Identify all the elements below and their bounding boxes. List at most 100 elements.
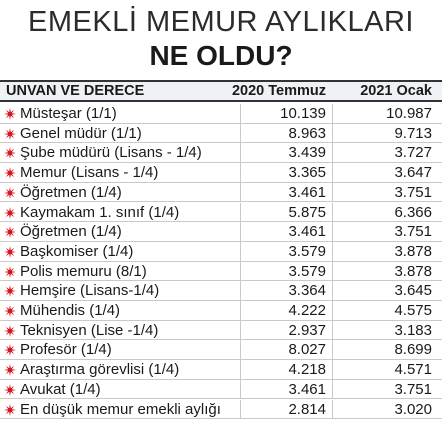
bullet-icon bbox=[4, 324, 16, 337]
salary-cell: 3.461 bbox=[288, 183, 326, 201]
bullet-icon bbox=[4, 265, 16, 278]
title-cell: Şube müdürü (Lisans - 1/4) bbox=[20, 144, 202, 162]
salary-cell: 10.987 bbox=[386, 105, 432, 122]
column-divider bbox=[240, 379, 241, 399]
title-cell: Avukat (1/4) bbox=[20, 380, 101, 398]
column-divider bbox=[240, 241, 241, 261]
title-cell: Mühendis (1/4) bbox=[20, 302, 121, 319]
table-row: Öğretmen (1/4) 3.461 3.751 bbox=[0, 222, 442, 242]
column-divider bbox=[240, 340, 241, 360]
bullet-icon bbox=[4, 245, 16, 258]
salary-cell: 2.814 bbox=[288, 400, 326, 418]
column-divider bbox=[332, 379, 333, 399]
column-divider bbox=[332, 340, 333, 360]
title: EMEKLİ MEMUR AYLIKLARI bbox=[28, 6, 414, 38]
table-row: Şube müdürü (Lisans - 1/4) 3.439 3.727 bbox=[0, 143, 442, 164]
title-cell: Memur (Lisans - 1/4) bbox=[20, 164, 159, 182]
salary-cell: 3.878 bbox=[394, 262, 432, 280]
salary-cell: 3.365 bbox=[288, 164, 326, 182]
column-divider bbox=[240, 281, 241, 300]
column-divider bbox=[332, 222, 333, 241]
title-cell: Hemşire (Lisans-1/4) bbox=[20, 282, 160, 300]
column-divider bbox=[332, 320, 333, 340]
column-divider bbox=[240, 182, 241, 202]
table-row: Mühendis (1/4) 4.222 4.575 bbox=[0, 301, 442, 321]
salary-cell: 2.937 bbox=[288, 321, 326, 339]
bullet-icon bbox=[4, 108, 16, 120]
title-cell: Başkomiser (1/4) bbox=[20, 242, 134, 260]
bullet-icon bbox=[4, 383, 16, 396]
column-divider bbox=[332, 241, 333, 261]
column-divider bbox=[332, 143, 333, 163]
bullet-icon bbox=[4, 305, 16, 317]
salary-cell: 8.963 bbox=[288, 124, 326, 142]
header-row: UNVAN VE DERECE 2020 Temmuz 2021 Ocak bbox=[0, 80, 442, 102]
salary-cell: 3.183 bbox=[394, 321, 432, 339]
column-divider bbox=[240, 143, 241, 163]
salary-cell: 8.699 bbox=[394, 341, 432, 359]
salary-cell: 3.439 bbox=[288, 144, 326, 162]
column-divider bbox=[240, 123, 241, 143]
table-row: Başkomiser (1/4) 3.579 3.878 bbox=[0, 241, 442, 262]
salary-cell: 3.878 bbox=[394, 242, 432, 260]
column-divider bbox=[240, 301, 241, 320]
title-cell: En düşük memur emekli aylığı bbox=[20, 400, 221, 418]
salary-cell: 3.364 bbox=[288, 282, 326, 300]
bullet-icon bbox=[4, 167, 16, 180]
bullet-icon bbox=[4, 186, 16, 199]
salary-cell: 4.222 bbox=[288, 302, 326, 319]
column-divider bbox=[332, 163, 333, 182]
title-cell: Profesör (1/4) bbox=[20, 341, 112, 359]
bullet-icon bbox=[4, 364, 16, 377]
salary-cell: 8.027 bbox=[288, 341, 326, 359]
subtitle: NE OLDU? bbox=[149, 40, 293, 71]
table-row: En düşük memur emekli aylığı 2.814 3.020 bbox=[0, 399, 442, 420]
column-divider bbox=[332, 182, 333, 202]
column-divider bbox=[240, 163, 241, 182]
table-row: Genel müdür (1/1) 8.963 9.713 bbox=[0, 123, 442, 144]
salary-cell: 4.218 bbox=[288, 361, 326, 379]
column-divider bbox=[240, 399, 241, 419]
salary-cell: 3.647 bbox=[394, 164, 432, 182]
column-divider bbox=[332, 360, 333, 379]
column-divider bbox=[240, 360, 241, 379]
title-cell: Öğretmen (1/4) bbox=[20, 223, 122, 241]
salary-cell: 3.579 bbox=[288, 262, 326, 280]
title-cell: Araştırma görevlisi (1/4) bbox=[20, 361, 180, 379]
column-divider bbox=[240, 261, 241, 281]
bullet-icon bbox=[4, 127, 16, 140]
title-cell: Kaymakam 1. sınıf (1/4) bbox=[20, 203, 180, 221]
bullet-icon bbox=[4, 226, 16, 239]
column-divider bbox=[332, 301, 333, 320]
table-row: Polis memuru (8/1) 3.579 3.878 bbox=[0, 261, 442, 282]
salary-cell: 3.727 bbox=[394, 144, 432, 162]
salary-cell: 3.461 bbox=[288, 223, 326, 241]
column-header: 2020 Temmuz bbox=[231, 83, 326, 99]
table-row: Avukat (1/4) 3.461 3.751 bbox=[0, 379, 442, 400]
salary-cell: 3.461 bbox=[288, 380, 326, 398]
column-divider bbox=[240, 104, 241, 123]
column-divider bbox=[240, 320, 241, 340]
salary-cell: 10.139 bbox=[280, 105, 326, 122]
table-row: Araştırma görevlisi (1/4) 4.218 4.571 bbox=[0, 360, 442, 380]
bullet-icon bbox=[4, 147, 16, 160]
salary-cell: 3.751 bbox=[394, 380, 432, 398]
salary-cell: 5.875 bbox=[288, 203, 326, 221]
title-cell: Polis memuru (8/1) bbox=[20, 262, 147, 280]
bullet-icon bbox=[4, 206, 16, 219]
salary-cell: 3.579 bbox=[288, 242, 326, 260]
table-row: Kaymakam 1. sınıf (1/4) 5.875 6.366 bbox=[0, 202, 442, 223]
table-row: Müsteşar (1/1) 10.139 10.987 bbox=[0, 104, 442, 124]
bullet-icon bbox=[4, 285, 16, 298]
title-cell: Öğretmen (1/4) bbox=[20, 183, 122, 201]
table-row: Memur (Lisans - 1/4) 3.365 3.647 bbox=[0, 163, 442, 183]
bullet-icon bbox=[4, 344, 16, 357]
table-row: Öğretmen (1/4) 3.461 3.751 bbox=[0, 182, 442, 203]
salary-cell: 3.751 bbox=[394, 183, 432, 201]
salary-cell: 3.020 bbox=[394, 400, 432, 418]
title-cell: Müsteşar (1/1) bbox=[20, 105, 117, 122]
column-divider bbox=[240, 222, 241, 241]
salary-cell: 4.571 bbox=[394, 361, 432, 379]
table-row: Hemşire (Lisans-1/4) 3.364 3.645 bbox=[0, 281, 442, 301]
